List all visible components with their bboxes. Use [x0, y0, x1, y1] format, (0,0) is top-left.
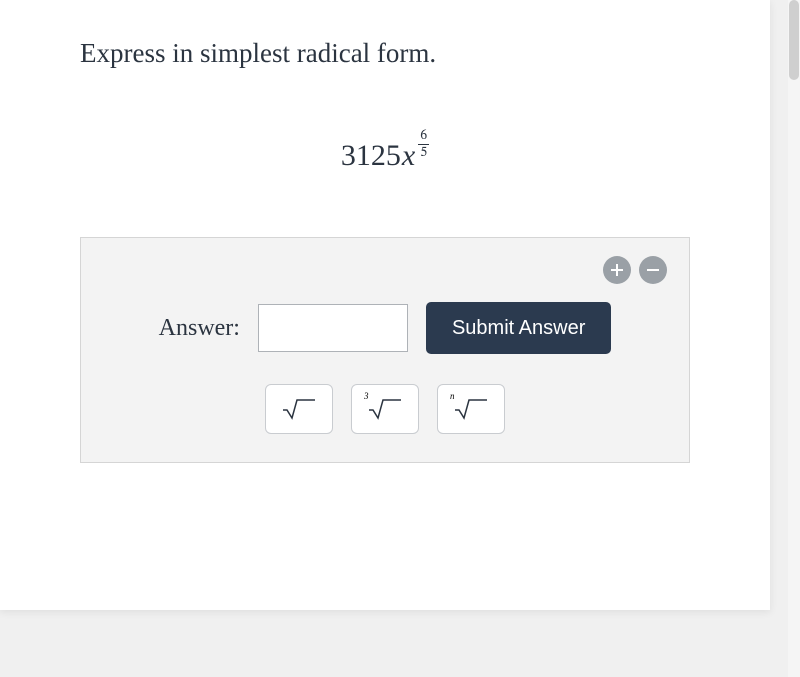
- cuberoot-index: 3: [364, 391, 369, 401]
- minus-icon: [646, 263, 660, 277]
- exponent-numerator: 6: [418, 129, 429, 144]
- coefficient: 3125: [341, 139, 401, 173]
- math-expression: 3125 x 6 5: [80, 139, 690, 177]
- answer-input[interactable]: [258, 304, 408, 352]
- exponent-fraction: 6 5: [418, 129, 429, 160]
- sqrt-icon: [282, 398, 316, 420]
- nthroot-button[interactable]: n: [437, 384, 505, 434]
- nthroot-icon: [454, 398, 488, 420]
- exponent-denominator: 5: [418, 144, 429, 160]
- answer-label: Answer:: [159, 315, 240, 342]
- question-prompt: Express in simplest radical form.: [80, 38, 690, 69]
- sqrt-button[interactable]: [265, 384, 333, 434]
- panel-controls: [103, 256, 667, 284]
- cuberoot-button[interactable]: 3: [351, 384, 419, 434]
- add-button[interactable]: [603, 256, 631, 284]
- scrollbar-thumb[interactable]: [789, 0, 799, 80]
- submit-answer-button[interactable]: Submit Answer: [426, 302, 611, 354]
- toolbar: 3 n: [103, 384, 667, 434]
- variable: x: [402, 139, 415, 173]
- answer-row: Answer: Submit Answer: [103, 302, 667, 354]
- plus-icon: [610, 263, 624, 277]
- answer-panel: Answer: Submit Answer 3 n: [80, 237, 690, 463]
- nthroot-index: n: [450, 391, 455, 401]
- remove-button[interactable]: [639, 256, 667, 284]
- scrollbar-track[interactable]: [788, 0, 800, 677]
- content-card: Express in simplest radical form. 3125 x…: [0, 0, 770, 610]
- cuberoot-icon: [368, 398, 402, 420]
